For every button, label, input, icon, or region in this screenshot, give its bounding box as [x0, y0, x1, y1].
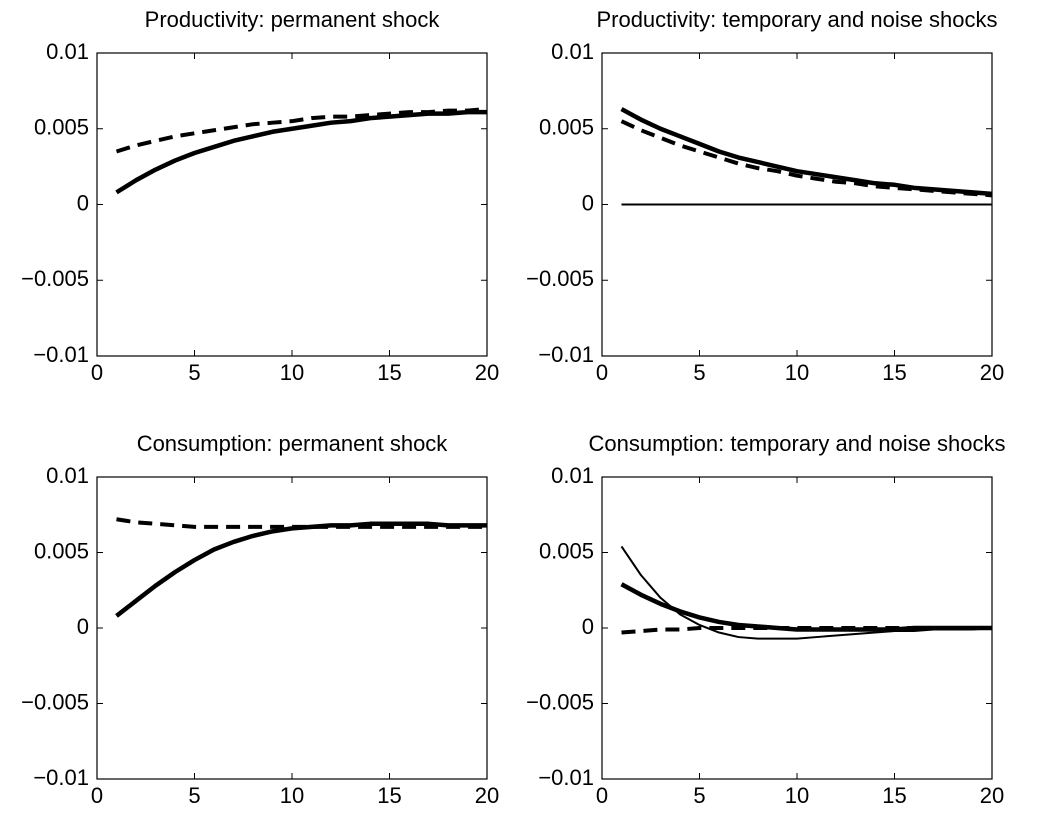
- y-tick-label: 0: [582, 190, 594, 215]
- x-tick-label: 0: [596, 783, 608, 808]
- y-tick-label: −0.005: [21, 266, 89, 291]
- x-tick-label: 10: [280, 783, 304, 808]
- subplot: Consumption: permanent shock −0.01 −0.005 0…: [21, 431, 499, 808]
- line-series: [620, 545, 993, 640]
- y-tick-label: 0.005: [539, 115, 594, 140]
- x-tick-label: 20: [980, 783, 1004, 808]
- y-tick-label: 0.01: [551, 39, 594, 64]
- y-tick-label: 0: [77, 614, 89, 639]
- x-tick-label: 5: [188, 783, 200, 808]
- y-tick-label: 0.01: [46, 39, 89, 64]
- x-tick-label: 15: [377, 360, 401, 385]
- y-tick-label: −0.01: [33, 342, 89, 367]
- line-series: [115, 521, 487, 618]
- y-tick-label: 0.01: [551, 463, 594, 488]
- y-tick-label: −0.01: [538, 765, 594, 790]
- x-tick-label: 15: [882, 783, 906, 808]
- line-series: [621, 626, 992, 635]
- x-tick-label: 20: [475, 360, 499, 385]
- y-tick-label: −0.01: [538, 342, 594, 367]
- x-tick-label: 5: [188, 360, 200, 385]
- line-series: [620, 119, 993, 198]
- subplot-title: Productivity: permanent shock: [145, 7, 441, 32]
- x-tick-label: 15: [882, 360, 906, 385]
- axes-frame: [96, 52, 488, 357]
- subplot: Productivity: temporary and noise shocks…: [526, 7, 1004, 385]
- subplot-title: Productivity: temporary and noise shocks: [596, 7, 997, 32]
- x-tick-label: 10: [785, 783, 809, 808]
- y-tick-label: 0: [77, 190, 89, 215]
- subplot-title: Consumption: temporary and noise shocks: [589, 431, 1006, 456]
- y-tick-label: −0.005: [526, 266, 594, 291]
- x-tick-label: 10: [280, 360, 304, 385]
- x-tick-label: 15: [377, 783, 401, 808]
- subplot-title: Consumption: permanent shock: [137, 431, 449, 456]
- x-tick-label: 20: [980, 360, 1004, 385]
- axes-frame: [96, 476, 488, 780]
- subplot: Productivity: permanent shock −0.01 −0.005…: [21, 7, 499, 385]
- x-tick-label: 20: [475, 783, 499, 808]
- line-series: [620, 107, 993, 197]
- x-tick-label: 0: [91, 783, 103, 808]
- y-tick-label: 0.005: [34, 538, 89, 563]
- x-tick-label: 10: [785, 360, 809, 385]
- line-series: [115, 109, 487, 195]
- y-tick-label: 0.01: [46, 463, 89, 488]
- line-series: [620, 582, 992, 632]
- x-tick-label: 0: [596, 360, 608, 385]
- y-tick-label: −0.005: [526, 689, 594, 714]
- x-tick-label: 0: [91, 360, 103, 385]
- y-tick-label: −0.005: [21, 689, 89, 714]
- y-tick-label: −0.01: [33, 765, 89, 790]
- y-tick-label: 0: [582, 614, 594, 639]
- x-tick-label: 5: [693, 360, 705, 385]
- x-tick-label: 5: [693, 783, 705, 808]
- subplot: Consumption: temporary and noise shocks −…: [526, 431, 1005, 808]
- y-tick-label: 0.005: [34, 115, 89, 140]
- line-series: [115, 107, 488, 154]
- line-series: [116, 517, 487, 529]
- y-tick-label: 0.005: [539, 538, 594, 563]
